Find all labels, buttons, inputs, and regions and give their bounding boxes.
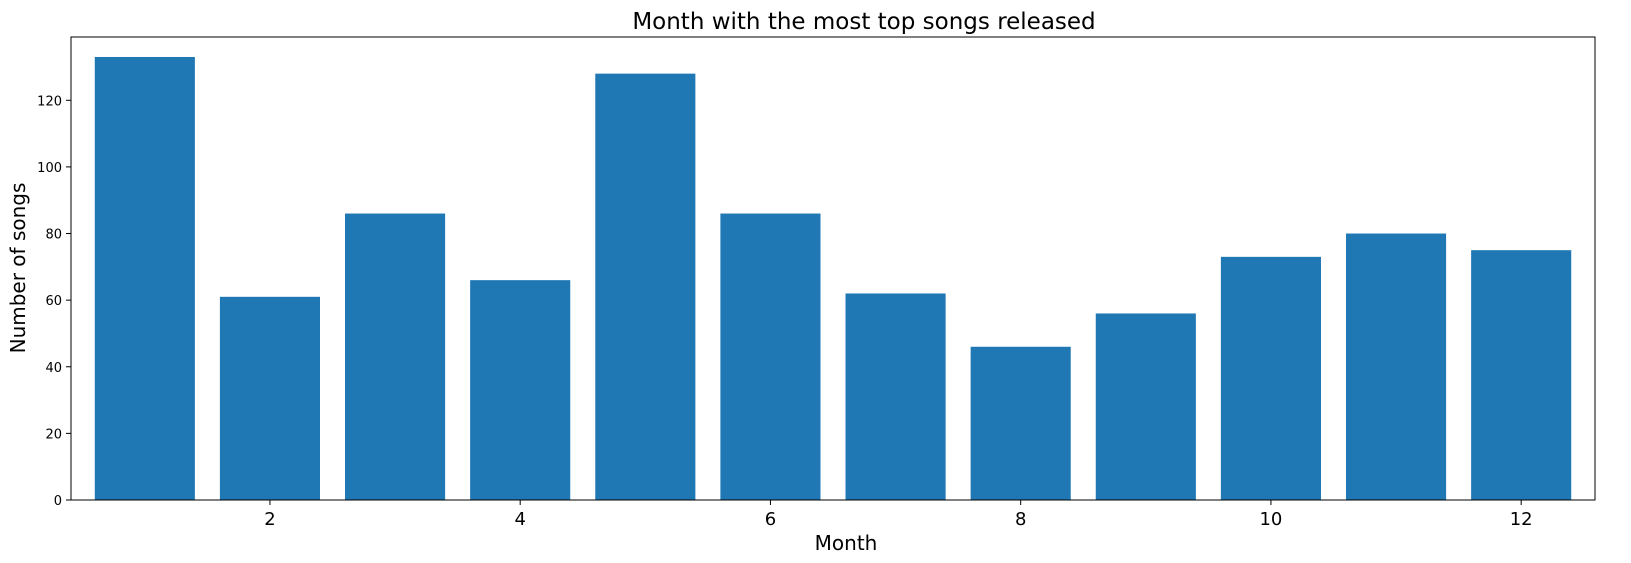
- y-tick-label: 20: [45, 427, 62, 442]
- x-tick-label: 12: [1510, 509, 1533, 530]
- y-tick-label: 0: [54, 494, 62, 509]
- bar-month-9: [1095, 313, 1196, 500]
- bar-month-3: [345, 213, 446, 501]
- bar-month-7: [845, 293, 946, 500]
- x-tick-label: 6: [765, 509, 776, 530]
- bar-month-1: [94, 56, 195, 501]
- y-axis-ticks: 0 20 40 60 80 100 120: [37, 94, 71, 509]
- plot-frame: [70, 36, 1596, 501]
- y-axis-label: Number of songs: [6, 183, 30, 354]
- bar-month-6: [720, 213, 821, 501]
- bar-month-5: [595, 73, 696, 500]
- bar-month-11: [1346, 233, 1447, 500]
- bars-group: [94, 56, 1572, 501]
- x-tick-label: 8: [1015, 509, 1026, 530]
- bar-month-4: [470, 280, 571, 500]
- bar-month-10: [1220, 256, 1321, 500]
- y-tick-label: 120: [37, 94, 62, 109]
- y-tick-label: 100: [37, 161, 62, 176]
- x-tick-label: 10: [1259, 509, 1282, 530]
- y-tick-label: 80: [45, 228, 62, 243]
- y-tick-label: 60: [45, 294, 62, 309]
- y-tick-label: 40: [45, 361, 62, 376]
- bar-month-2: [219, 296, 320, 500]
- x-axis-label: Month: [815, 531, 878, 555]
- chart-title: Month with the most top songs released: [632, 9, 1095, 35]
- bar-month-12: [1471, 250, 1572, 500]
- x-tick-label: 2: [264, 509, 275, 530]
- x-axis-ticks: 2 4 6 8 10 12: [264, 500, 1533, 530]
- x-tick-label: 4: [514, 509, 525, 530]
- bar-month-8: [970, 346, 1071, 500]
